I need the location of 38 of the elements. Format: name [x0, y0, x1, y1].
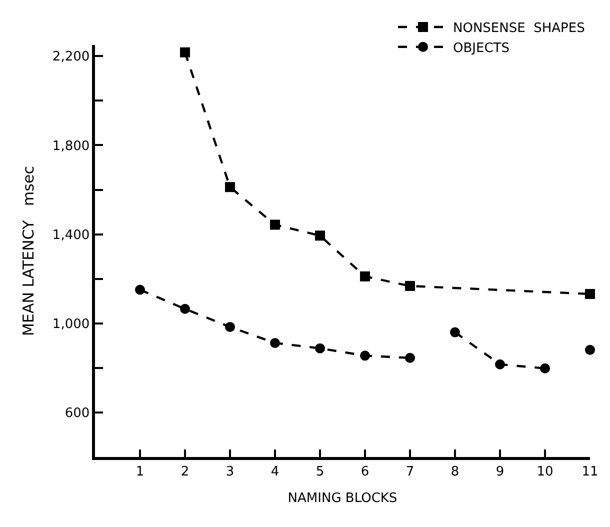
x-tick-label: 3 [226, 464, 234, 480]
x-tick-label: 10 [536, 464, 554, 480]
point [450, 327, 460, 338]
x-tick-label: 6 [360, 464, 370, 480]
point [180, 304, 190, 314]
point [225, 322, 235, 332]
point [495, 359, 505, 370]
point [540, 363, 550, 374]
point [180, 47, 190, 58]
point [405, 280, 415, 291]
legend-label: OBJECTS [453, 40, 510, 56]
point [315, 230, 325, 241]
point [225, 182, 235, 192]
y-tick-label: 1,800 [52, 138, 90, 154]
point [585, 288, 595, 299]
x-tick-label: 1 [136, 464, 144, 480]
point [360, 350, 370, 361]
y-tick-label: 1,400 [52, 228, 90, 243]
legend-label: NONSENSE SHAPES [453, 21, 585, 36]
y-tick-label: 600 [64, 406, 90, 422]
point [360, 271, 370, 282]
point [270, 338, 280, 348]
x-tick-label: 8 [450, 464, 460, 480]
x-tick-label: 11 [582, 464, 598, 480]
point [405, 352, 415, 363]
point [585, 344, 595, 355]
y-axis-title: MEAN LATENCY msec [20, 166, 38, 336]
x-tick-label: 9 [496, 464, 504, 480]
y-tick-label: 2,200 [52, 50, 90, 65]
x-tick-label: 5 [316, 464, 324, 480]
x-tick-label: 2 [180, 464, 190, 480]
y-tick-label: 1,000 [52, 316, 90, 332]
x-axis-title: NAMING BLOCKS [288, 490, 398, 506]
x-tick-label: 4 [270, 464, 280, 480]
point [270, 220, 280, 230]
x-tick-label: 7 [406, 464, 414, 480]
point [135, 284, 145, 295]
point [315, 343, 325, 354]
